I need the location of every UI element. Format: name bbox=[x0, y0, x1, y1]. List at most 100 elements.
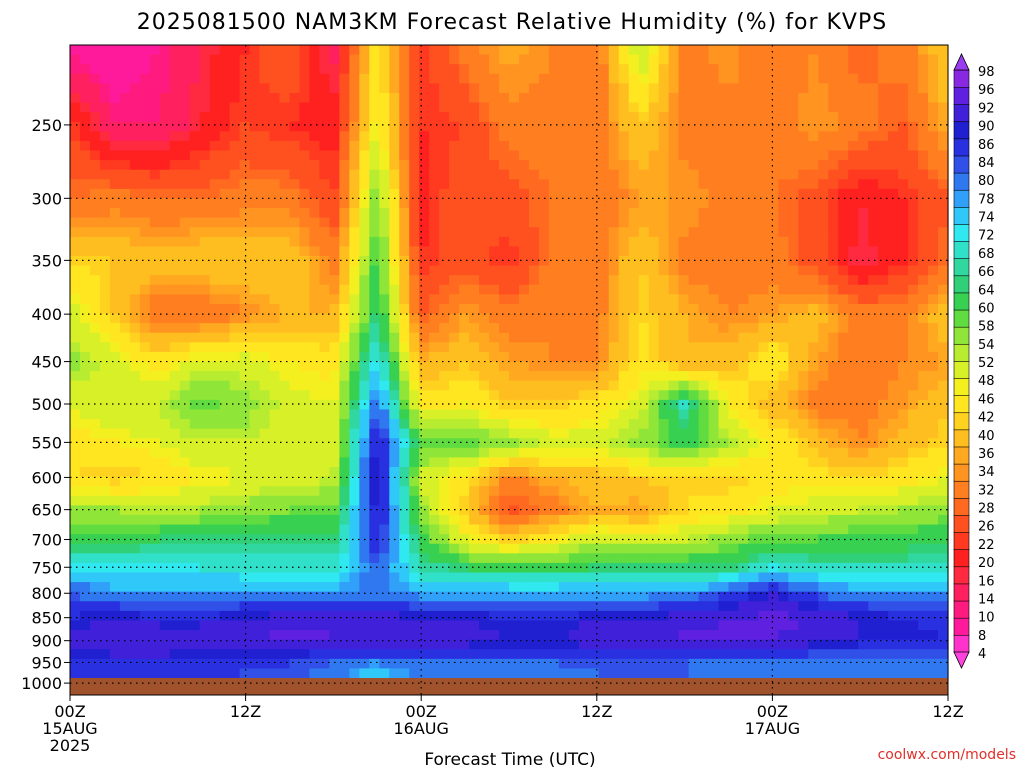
heatmap-cell bbox=[139, 562, 151, 574]
heatmap-cell bbox=[119, 64, 131, 75]
heatmap-cell bbox=[369, 150, 380, 161]
heatmap-cell bbox=[898, 83, 909, 94]
heatmap-cell bbox=[199, 131, 211, 142]
heatmap-cell bbox=[449, 351, 460, 363]
heatmap-cell bbox=[379, 342, 390, 353]
heatmap-cell bbox=[70, 476, 81, 487]
heatmap-cell bbox=[439, 236, 450, 248]
heatmap-cell bbox=[678, 294, 690, 305]
heatmap-cell bbox=[429, 121, 440, 132]
heatmap-cell bbox=[389, 256, 400, 267]
heatmap-cell bbox=[439, 562, 450, 574]
heatmap-cell bbox=[888, 217, 899, 228]
heatmap-cell bbox=[588, 64, 600, 75]
heatmap-cell bbox=[708, 438, 720, 449]
heatmap-cell bbox=[169, 227, 181, 238]
heatmap-cell bbox=[249, 54, 261, 65]
heatmap-cell bbox=[598, 64, 610, 75]
heatmap-cell bbox=[768, 179, 779, 190]
heatmap-cell bbox=[708, 45, 720, 56]
heatmap-cell bbox=[239, 419, 251, 430]
heatmap-cell bbox=[129, 438, 141, 449]
heatmap-cell bbox=[618, 284, 630, 295]
heatmap-cell bbox=[309, 208, 321, 219]
heatmap-cell bbox=[668, 150, 680, 161]
heatmap-cell bbox=[179, 83, 191, 94]
heatmap-cell bbox=[838, 208, 849, 219]
heatmap-cell bbox=[678, 256, 690, 267]
heatmap-cell bbox=[449, 45, 460, 56]
heatmap-cell bbox=[99, 390, 111, 401]
heatmap-cell bbox=[608, 150, 620, 161]
heatmap-cell bbox=[818, 236, 829, 248]
heatmap-cell bbox=[818, 534, 829, 545]
heatmap-cell bbox=[439, 399, 450, 411]
heatmap-cell bbox=[99, 227, 111, 238]
heatmap-cell bbox=[489, 486, 500, 497]
heatmap-cell bbox=[419, 45, 430, 56]
heatmap-cell bbox=[938, 179, 949, 190]
heatmap-cell bbox=[499, 217, 510, 228]
heatmap-cell bbox=[129, 476, 141, 487]
heatmap-cell bbox=[778, 217, 789, 228]
heatmap-cell bbox=[149, 275, 161, 286]
heatmap-cell bbox=[668, 102, 680, 113]
heatmap-cell bbox=[718, 457, 730, 468]
heatmap-cell bbox=[329, 409, 340, 420]
heatmap-cell bbox=[499, 150, 510, 161]
heatmap-cell bbox=[149, 543, 161, 554]
heatmap-cell bbox=[758, 140, 770, 152]
heatmap-cell bbox=[888, 121, 899, 132]
heatmap-cell bbox=[169, 140, 181, 152]
heatmap-cell bbox=[868, 121, 879, 132]
heatmap-cell bbox=[578, 275, 590, 286]
heatmap-cell bbox=[509, 179, 520, 190]
heatmap-cell bbox=[299, 313, 311, 324]
heatmap-cell bbox=[439, 572, 450, 583]
heatmap-cell bbox=[538, 131, 550, 142]
heatmap-cell bbox=[598, 543, 610, 554]
heatmap-cell bbox=[79, 150, 91, 161]
heatmap-cell bbox=[698, 256, 710, 267]
heatmap-cell bbox=[129, 284, 141, 295]
heatmap-cell bbox=[139, 495, 151, 506]
heatmap-cell bbox=[888, 83, 899, 94]
heatmap-cell bbox=[698, 524, 710, 535]
heatmap-cell bbox=[139, 534, 151, 545]
heatmap-cell bbox=[528, 140, 540, 152]
heatmap-cell bbox=[858, 323, 869, 334]
heatmap-cell bbox=[838, 428, 849, 439]
heatmap-cell bbox=[179, 351, 191, 363]
heatmap-cell bbox=[728, 323, 740, 334]
heatmap-cell bbox=[868, 467, 879, 478]
heatmap-cell bbox=[888, 64, 899, 75]
heatmap-cell bbox=[459, 140, 470, 152]
heatmap-cell bbox=[279, 303, 291, 315]
heatmap-cell bbox=[489, 428, 500, 439]
heatmap-cell bbox=[439, 208, 450, 219]
heatmap-cell bbox=[429, 160, 440, 171]
heatmap-cell bbox=[688, 486, 700, 497]
heatmap-cell bbox=[409, 217, 420, 228]
heatmap-cell bbox=[658, 514, 670, 526]
heatmap-cell bbox=[598, 457, 610, 468]
heatmap-cell bbox=[149, 102, 161, 113]
heatmap-cell bbox=[618, 169, 630, 180]
heatmap-cell bbox=[429, 313, 440, 324]
heatmap-cell bbox=[828, 131, 839, 142]
heatmap-cell bbox=[798, 361, 809, 372]
heatmap-cell bbox=[139, 160, 151, 171]
heatmap-cell bbox=[658, 284, 670, 295]
heatmap-cell bbox=[259, 438, 271, 449]
heatmap-cell bbox=[748, 524, 760, 535]
heatmap-cell bbox=[788, 131, 799, 142]
heatmap-cell bbox=[548, 131, 560, 142]
heatmap-cell bbox=[389, 208, 400, 219]
heatmap-cell bbox=[908, 534, 919, 545]
heatmap-cell bbox=[578, 447, 590, 459]
heatmap-cell bbox=[369, 351, 380, 363]
heatmap-cell bbox=[509, 198, 520, 209]
heatmap-cell bbox=[329, 140, 340, 152]
heatmap-cell bbox=[748, 246, 760, 257]
heatmap-cell bbox=[219, 457, 231, 468]
